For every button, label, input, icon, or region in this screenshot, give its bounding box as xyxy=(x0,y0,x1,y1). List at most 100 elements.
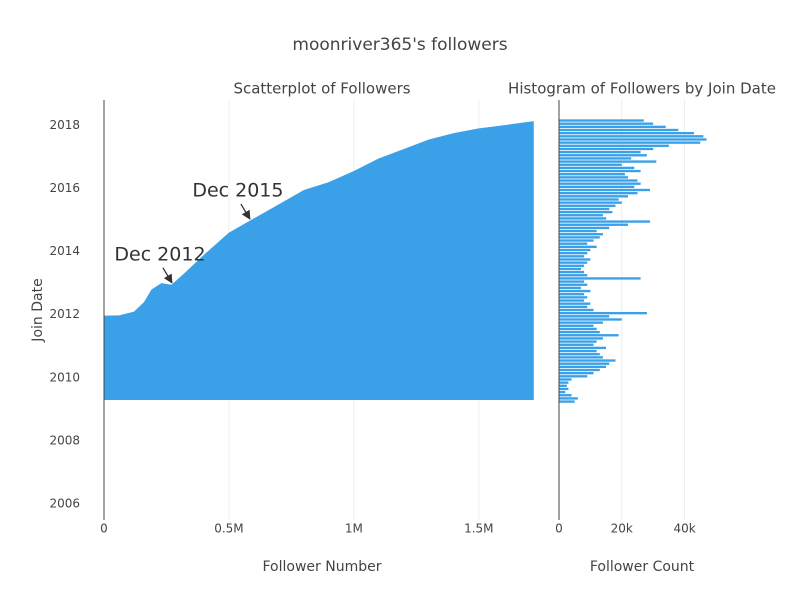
bar xyxy=(559,378,572,381)
bar xyxy=(559,173,625,176)
x-tick-label: 0 xyxy=(100,522,108,536)
bar xyxy=(559,229,597,233)
y-tick-label: 2010 xyxy=(49,370,80,384)
bar xyxy=(559,318,622,321)
annotation: Dec 2012 xyxy=(114,243,205,265)
bar xyxy=(559,201,622,204)
bar xyxy=(559,365,607,369)
bar xyxy=(559,397,578,400)
bar xyxy=(559,337,603,340)
bar xyxy=(559,400,575,403)
bar xyxy=(559,258,591,261)
bar xyxy=(559,242,588,245)
bar xyxy=(559,220,651,223)
y-tick-label: 2008 xyxy=(49,434,80,448)
bar xyxy=(559,346,607,350)
subplot-title: Scatterplot of Followers xyxy=(233,80,410,98)
bar xyxy=(559,185,635,189)
bar xyxy=(559,255,585,258)
x-tick-label: 20k xyxy=(611,522,633,536)
bar xyxy=(559,135,704,138)
bar xyxy=(559,198,619,201)
bar xyxy=(559,119,644,122)
bar xyxy=(559,160,657,163)
bar xyxy=(559,154,647,157)
y-tick-label: 2006 xyxy=(49,497,80,511)
bar xyxy=(559,330,600,334)
bar xyxy=(559,147,654,151)
bar xyxy=(559,223,629,226)
bar xyxy=(559,293,585,296)
bar xyxy=(559,169,641,173)
bar xyxy=(559,327,597,331)
bar xyxy=(559,349,597,353)
bar xyxy=(559,384,567,387)
x-tick-label: 1.5M xyxy=(464,522,493,536)
bar xyxy=(559,204,616,207)
bar xyxy=(559,191,638,195)
bar xyxy=(559,375,588,378)
bar xyxy=(559,207,610,211)
bar xyxy=(559,251,588,255)
x-axis-title: Follower Count xyxy=(590,559,695,575)
bar xyxy=(559,280,585,283)
bar xyxy=(559,334,619,337)
y-tick-label: 2012 xyxy=(49,307,80,321)
bar xyxy=(559,321,603,324)
bar xyxy=(559,274,588,277)
bar xyxy=(559,343,594,346)
bar xyxy=(559,138,707,141)
bar xyxy=(559,356,603,359)
bar xyxy=(559,236,600,239)
annotation-arrow xyxy=(240,203,251,220)
annotation-arrow xyxy=(162,267,173,284)
bar xyxy=(559,359,616,362)
bar xyxy=(559,131,694,135)
bar xyxy=(559,248,591,252)
bar xyxy=(559,157,632,160)
bar xyxy=(559,233,603,236)
bar xyxy=(559,176,629,179)
bar xyxy=(559,188,651,192)
bar xyxy=(559,270,585,274)
y-axis-title: Join Date xyxy=(30,278,46,342)
x-tick-label: 0.5M xyxy=(214,522,243,536)
x-axis-title: Follower Number xyxy=(263,559,382,575)
annotation: Dec 2015 xyxy=(192,180,283,202)
bar xyxy=(559,210,613,214)
bar xyxy=(559,381,569,384)
bar xyxy=(559,226,610,230)
bar xyxy=(559,387,569,391)
bar xyxy=(559,315,610,318)
bar xyxy=(559,261,588,264)
bar xyxy=(559,267,581,271)
bar xyxy=(559,340,597,343)
bar xyxy=(559,394,572,397)
bar xyxy=(559,286,581,290)
bar xyxy=(559,166,635,170)
bar xyxy=(559,277,641,280)
bar xyxy=(559,390,566,394)
y-tick-label: 2018 xyxy=(49,118,80,132)
bar xyxy=(559,179,638,182)
bar xyxy=(559,217,607,220)
bar xyxy=(559,311,647,315)
bar xyxy=(559,150,641,154)
bar xyxy=(559,214,603,217)
bar xyxy=(559,305,588,309)
bar xyxy=(559,371,594,375)
bar xyxy=(559,125,666,129)
bar xyxy=(559,299,585,302)
bar xyxy=(559,144,669,147)
bar xyxy=(559,141,701,144)
bar xyxy=(559,163,622,166)
bar xyxy=(559,122,654,125)
bar xyxy=(559,368,600,372)
bar xyxy=(559,362,610,365)
x-tick-label: 40k xyxy=(673,522,695,536)
subplot-title: Histogram of Followers by Join Date xyxy=(508,80,776,98)
bar xyxy=(559,308,594,312)
y-tick-label: 2014 xyxy=(49,244,80,258)
bar xyxy=(559,128,679,132)
